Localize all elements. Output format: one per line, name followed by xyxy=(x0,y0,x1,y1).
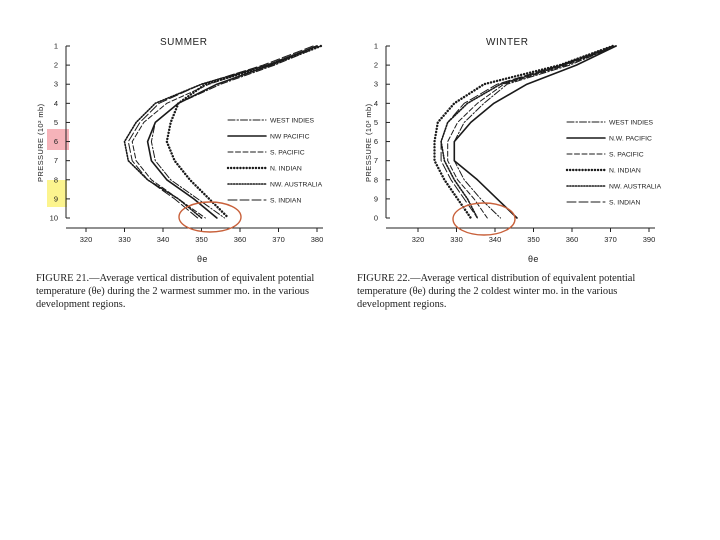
summer-legend-label: NW PACIFIC xyxy=(270,134,310,141)
summer-legend-label: S. INDIAN xyxy=(270,198,301,205)
winter-legend-label: NW. AUSTRALIA xyxy=(609,184,662,191)
winter-x-tick-label: 390 xyxy=(643,235,656,244)
winter-x-tick-label: 340 xyxy=(489,235,502,244)
winter-legend-label: S. PACIFIC xyxy=(609,152,644,159)
winter-y-tick-label: 5 xyxy=(374,118,378,127)
winter-series xyxy=(433,44,617,220)
winter-legend-label: S. INDIAN xyxy=(609,200,640,207)
summer-figure-caption: FIGURE 21.—Average vertical distribution… xyxy=(36,273,315,310)
winter-y-tick-label: 9 xyxy=(374,194,378,203)
winter-axes: 1 2 3 4 5 6 7 8 9 0 320 330 340 350 360 370 390 xyxy=(374,42,655,245)
winter-legend-label: N. INDIAN xyxy=(609,168,641,175)
winter-x-axis-label: θe xyxy=(528,254,539,264)
winter-legend-label: N.W. PACIFIC xyxy=(609,136,652,143)
summer-x-tick-label: 370 xyxy=(272,235,285,244)
summer-x-axis-label: θe xyxy=(197,254,208,264)
summer-series-nwa xyxy=(123,45,318,219)
winter-y-axis-label: PRESSURE (10² mb) xyxy=(364,103,373,182)
summer-y-tick-label: 3 xyxy=(54,80,58,89)
summer-legend-label: N. INDIAN xyxy=(270,166,302,173)
winter-x-tick-label: 370 xyxy=(604,235,617,244)
winter-y-tick-label: 3 xyxy=(374,80,378,89)
winter-x-tick-label: 330 xyxy=(450,235,463,244)
winter-series-nwa xyxy=(440,45,617,219)
winter-legend-label: WEST INDIES xyxy=(609,120,654,127)
winter-series-si xyxy=(440,45,614,219)
summer-y-tick-label: 8 xyxy=(54,175,58,184)
summer-chart-title: SUMMER xyxy=(160,37,207,48)
summer-legend: WEST INDIES NW PACIFIC S. PACIFIC N. INDIAN… xyxy=(226,118,323,205)
summer-series-si xyxy=(127,45,314,219)
winter-series-ni xyxy=(433,44,614,220)
summer-legend-label: S. PACIFIC xyxy=(270,150,305,157)
summer-x-tick-label: 360 xyxy=(234,235,247,244)
summer-x-tick-label: 350 xyxy=(195,235,208,244)
summer-series-nwp xyxy=(146,45,318,219)
winter-series-sp xyxy=(447,45,617,219)
winter-x-tick-label: 350 xyxy=(527,235,540,244)
summer-x-tick-label: 330 xyxy=(118,235,131,244)
summer-y-tick-label: 5 xyxy=(54,118,58,127)
winter-legend: WEST INDIES N.W. PACIFIC S. PACIFIC N. INDI… xyxy=(565,120,662,207)
yellow-highlight xyxy=(47,180,67,207)
summer-y-tick-label: 7 xyxy=(54,156,58,165)
winter-y-tick-label: 4 xyxy=(374,99,378,108)
summer-y-tick-label: 1 xyxy=(54,42,58,51)
summer-series xyxy=(123,44,323,220)
summer-y-axis-label: PRESSURE (10² mb) xyxy=(36,103,45,182)
winter-y-tick-label: 2 xyxy=(374,61,378,70)
summer-series-ni xyxy=(165,44,323,220)
summer-annotation-circle xyxy=(178,201,242,233)
summer-series-wi xyxy=(150,45,322,219)
summer-x-tick-label: 320 xyxy=(80,235,93,244)
winter-chart: WINTER 1 2 3 4 5 6 7 8 9 0 320 330 340 350 360 370 390 W… xyxy=(364,37,662,264)
winter-y-tick-label: 6 xyxy=(374,137,378,146)
summer-x-tick-label: 340 xyxy=(157,235,170,244)
winter-chart-title: WINTER xyxy=(486,37,528,48)
winter-y-tick-label: 8 xyxy=(374,175,378,184)
summer-legend-label: WEST INDIES xyxy=(270,118,315,125)
winter-annotation-circle xyxy=(452,202,516,236)
summer-y-tick-label: 6 xyxy=(54,137,58,146)
summer-y-tick-label: 4 xyxy=(54,99,58,108)
winter-x-tick-label: 360 xyxy=(566,235,579,244)
winter-series-nwp xyxy=(453,45,617,219)
winter-y-tick-label: 7 xyxy=(374,156,378,165)
summer-legend-label: NW. AUSTRALIA xyxy=(270,182,323,189)
winter-figure-caption: FIGURE 22.—Average vertical distribution… xyxy=(357,273,636,310)
summer-axes: 1 2 3 4 5 6 7 8 9 10 320 330 340 350 360 370 380 xyxy=(50,42,324,245)
winter-series-wi xyxy=(453,45,617,219)
pink-highlight xyxy=(47,129,69,150)
winter-y-tick-label: 0 xyxy=(374,214,378,223)
summer-y-tick-label: 9 xyxy=(54,194,58,203)
summer-y-tick-label: 10 xyxy=(50,214,58,223)
summer-x-tick-label: 380 xyxy=(311,235,324,244)
summer-y-tick-label: 2 xyxy=(54,61,58,70)
summer-series-sp xyxy=(131,45,318,219)
winter-y-tick-label: 1 xyxy=(374,42,378,51)
winter-x-tick-label: 320 xyxy=(412,235,425,244)
